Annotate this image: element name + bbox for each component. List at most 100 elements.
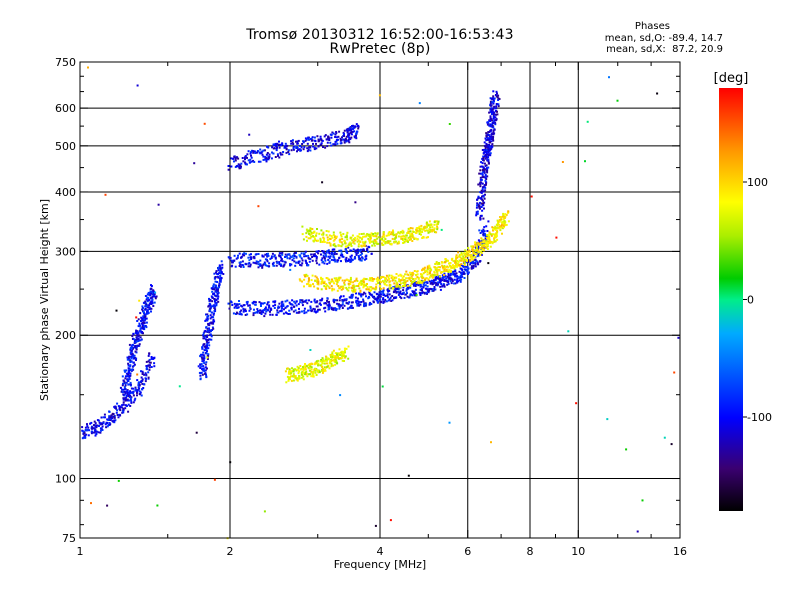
scatter-point bbox=[393, 288, 396, 290]
scatter-point bbox=[310, 137, 313, 140]
scatter-point bbox=[345, 256, 348, 259]
scatter-point bbox=[412, 272, 415, 275]
scatter-point bbox=[333, 301, 336, 304]
scatter-point bbox=[475, 253, 478, 256]
scatter-point bbox=[467, 259, 470, 262]
scatter-point bbox=[352, 124, 354, 127]
scatter-point bbox=[211, 326, 214, 329]
scatter-point bbox=[305, 235, 308, 238]
scatter-point bbox=[322, 239, 325, 241]
scatter-point bbox=[407, 236, 410, 239]
scatter-point bbox=[257, 266, 260, 269]
scatter-point bbox=[201, 346, 204, 349]
scatter-point bbox=[286, 299, 289, 302]
scatter-point bbox=[484, 189, 487, 192]
scatter-point bbox=[293, 375, 296, 378]
scatter-point bbox=[429, 280, 432, 283]
scatter-point bbox=[139, 336, 142, 339]
scatter-point bbox=[310, 368, 313, 371]
scatter-point bbox=[425, 229, 428, 232]
scatter-point bbox=[344, 236, 347, 239]
scatter-point bbox=[352, 284, 355, 287]
scatter-point bbox=[313, 148, 316, 151]
scatter-point bbox=[370, 293, 373, 296]
scatter-point bbox=[126, 378, 129, 381]
scatter-point bbox=[141, 373, 144, 375]
scatter-point bbox=[344, 258, 347, 261]
scatter-point bbox=[341, 136, 343, 139]
scatter-point bbox=[138, 343, 141, 346]
scatter-point bbox=[343, 281, 346, 284]
scatter-point bbox=[308, 138, 310, 141]
scatter-point bbox=[429, 282, 432, 285]
scatter-point bbox=[129, 390, 132, 393]
scatter-point bbox=[344, 242, 347, 245]
scatter-point bbox=[139, 339, 142, 342]
scatter-point bbox=[307, 277, 310, 280]
scatter-point bbox=[421, 268, 424, 271]
scatter-point bbox=[307, 148, 310, 151]
scatter-point bbox=[354, 239, 357, 242]
scatter-point bbox=[300, 257, 303, 260]
scatter-point bbox=[419, 280, 422, 282]
scatter-point bbox=[252, 256, 255, 259]
scatter-point bbox=[370, 252, 373, 255]
scatter-point bbox=[351, 295, 354, 298]
scatter-point bbox=[331, 236, 334, 239]
scatter-point bbox=[313, 231, 315, 234]
phases-title: Phases bbox=[634, 21, 670, 32]
scatter-point bbox=[261, 150, 264, 153]
scatter-point bbox=[129, 361, 132, 364]
scatter-point bbox=[353, 280, 356, 283]
scatter-point bbox=[349, 296, 352, 299]
scatter-point bbox=[108, 415, 111, 418]
scatter-point bbox=[327, 358, 330, 360]
scatter-point bbox=[485, 225, 488, 228]
scatter-point bbox=[113, 419, 116, 422]
scatter-point bbox=[401, 293, 404, 295]
axis-ticks bbox=[79, 61, 681, 539]
scatter-point bbox=[490, 233, 492, 236]
scatter-point bbox=[360, 259, 363, 262]
scatter-point bbox=[484, 237, 487, 240]
scatter-point bbox=[298, 278, 301, 281]
scatter-point bbox=[388, 293, 391, 296]
scatter-point bbox=[151, 298, 154, 301]
scatter-point bbox=[458, 259, 461, 262]
scatter-point bbox=[206, 344, 208, 347]
scatter-point bbox=[208, 304, 211, 307]
scatter-point bbox=[263, 315, 266, 318]
scatter-point bbox=[351, 289, 354, 292]
scatter-point bbox=[404, 238, 407, 241]
scatter-point bbox=[503, 221, 506, 224]
scatter-point bbox=[213, 298, 216, 300]
scatter-point bbox=[332, 143, 335, 146]
scatter-point bbox=[253, 308, 255, 311]
scatter-point bbox=[474, 241, 477, 244]
scatter-point bbox=[491, 143, 494, 146]
scatter-point bbox=[387, 240, 390, 243]
scatter-point bbox=[263, 158, 266, 161]
scatter-point bbox=[407, 232, 410, 234]
scatter-point bbox=[205, 335, 208, 338]
noise-point bbox=[663, 436, 666, 439]
scatter-point bbox=[216, 272, 218, 275]
scatter-point bbox=[480, 202, 483, 205]
scatter-point bbox=[483, 197, 486, 200]
scatter-point bbox=[307, 366, 310, 369]
scatter-point bbox=[138, 381, 140, 384]
scatter-point bbox=[494, 226, 497, 229]
scatter-point bbox=[439, 288, 442, 291]
scatter-point bbox=[424, 271, 427, 274]
scatter-point bbox=[227, 168, 230, 171]
scatter-point bbox=[316, 135, 319, 138]
scatter-point bbox=[342, 355, 345, 357]
scatter-point bbox=[305, 255, 307, 258]
scatter-point bbox=[479, 181, 482, 184]
scatter-point bbox=[328, 278, 331, 281]
scatter-point bbox=[147, 293, 150, 296]
scatter-point bbox=[320, 143, 323, 146]
scatter-point bbox=[297, 139, 300, 142]
scatter-point bbox=[217, 269, 220, 272]
noise-point bbox=[606, 418, 609, 421]
